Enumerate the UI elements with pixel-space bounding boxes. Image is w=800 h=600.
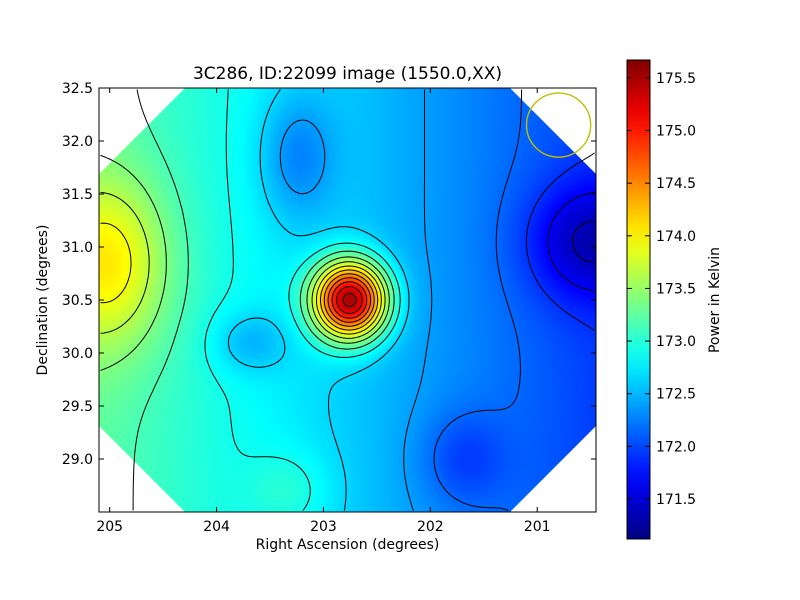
contour-level-4 <box>279 89 433 511</box>
colorbar-label: Power in Kelvin <box>707 247 723 353</box>
y-tick-label: 31.0 <box>62 240 93 256</box>
heatmap-image <box>99 88 596 512</box>
x-tick-label: 204 <box>203 519 230 535</box>
contour-level-13 <box>327 277 372 323</box>
corner-mask-bottom-right <box>510 426 596 512</box>
x-tick-label: 201 <box>524 519 551 535</box>
corner-mask-bottom-left <box>99 426 185 512</box>
corner-mask-top-left <box>99 88 185 174</box>
colorbar-tick-label: 174.5 <box>656 176 696 192</box>
y-tick-label: 29.0 <box>62 452 93 468</box>
colorbar-tick-label: 172.0 <box>656 439 696 455</box>
contour-level-10 <box>100 222 382 335</box>
contour-level-9 <box>100 192 386 339</box>
chart-title: 3C286, ID:22099 image (1550.0,XX) <box>193 64 502 84</box>
colorbar-tick-label: 175.5 <box>656 71 696 87</box>
contour-level-16 <box>342 292 357 308</box>
x-ticks: 205 204 203 202 201 <box>96 88 551 535</box>
y-axis-label: Declination (degrees) <box>35 225 51 376</box>
contour-level-0 <box>572 221 595 263</box>
colorbar <box>626 59 651 540</box>
colorbar-tick-label: 175.0 <box>656 124 696 140</box>
colorbar-tick-label: 172.5 <box>656 387 696 403</box>
y-tick-label: 30.0 <box>62 346 93 362</box>
contour-lines <box>100 89 595 511</box>
y-tick-label: 32.5 <box>62 81 93 97</box>
x-tick-label: 202 <box>417 519 444 535</box>
contour-level-15 <box>336 286 363 314</box>
colorbar-tick-label: 173.0 <box>656 334 696 350</box>
y-tick-label: 29.5 <box>62 399 93 415</box>
contour-level-2 <box>525 152 595 331</box>
contour-level-6 <box>204 89 401 511</box>
contour-level-7 <box>132 89 395 511</box>
colorbar-tick-label: 173.5 <box>656 281 696 297</box>
contour-level-14 <box>331 281 368 319</box>
beam-circle <box>525 92 592 158</box>
contour-level-5 <box>227 89 410 511</box>
contour-level-1 <box>547 192 595 292</box>
y-tick-label: 31.5 <box>62 187 93 203</box>
colorbar-tick-label: 171.5 <box>656 492 696 508</box>
contour-level-8 <box>100 154 390 371</box>
x-tick-label: 205 <box>96 519 123 535</box>
x-tick-label: 203 <box>310 519 337 535</box>
y-ticks: 29.0 29.5 30.0 30.5 31.0 31.5 32.0 32.5 <box>62 81 596 468</box>
colorbar-ticks: 171.5 172.0 172.5 173.0 173.5 174.0 174.5 175.0… <box>627 71 696 508</box>
contour-level-12 <box>323 273 375 327</box>
y-tick-label: 30.5 <box>62 293 93 309</box>
contour-level-11 <box>320 269 379 331</box>
heatmap-raster <box>99 88 596 512</box>
colorbar-tick-label: 174.0 <box>656 229 696 245</box>
x-axis-label: Right Ascension (degrees) <box>256 537 440 553</box>
contour-level-3 <box>433 89 523 511</box>
y-tick-label: 32.0 <box>62 134 93 150</box>
